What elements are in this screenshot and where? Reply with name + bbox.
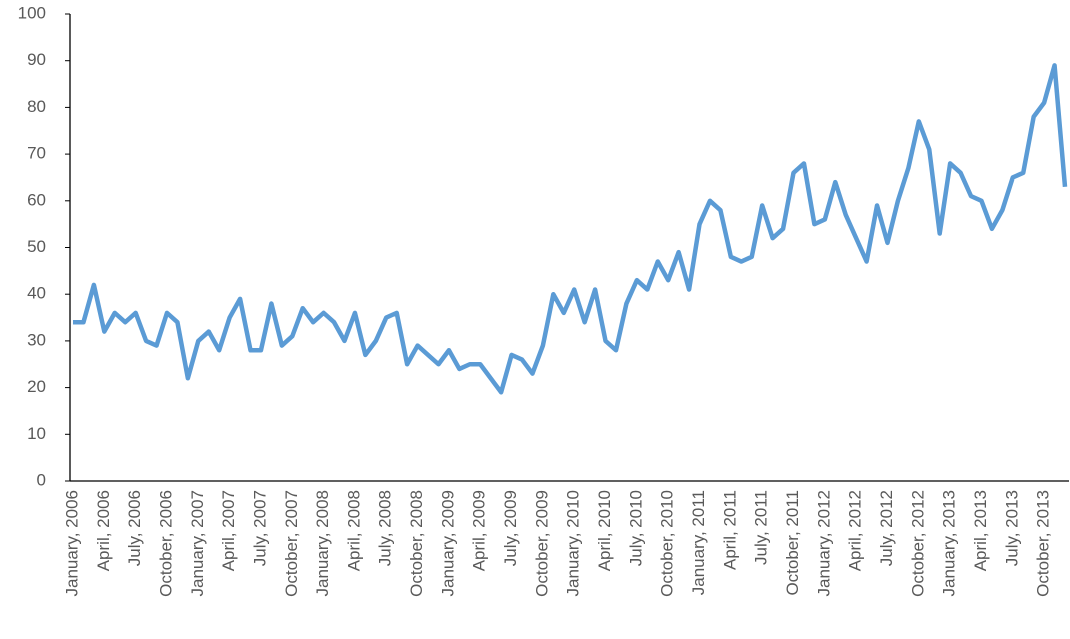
x-tick-label: April, 2012 [846, 490, 865, 571]
x-tick-label: April, 2009 [470, 490, 489, 571]
x-tick-label: July, 2008 [376, 490, 395, 566]
x-tick-label: October, 2007 [282, 490, 301, 597]
y-tick-label: 0 [37, 470, 46, 489]
x-tick-label: January, 2007 [188, 490, 207, 596]
x-tick-label: April, 2010 [595, 490, 614, 571]
x-tick-label: April, 2007 [219, 490, 238, 571]
x-tick-label: January, 2013 [940, 490, 959, 596]
x-tick-label: October, 2009 [532, 490, 551, 597]
x-tick-label: October, 2011 [783, 490, 802, 596]
x-tick-label: October, 2006 [156, 490, 175, 597]
y-tick-label: 80 [27, 97, 46, 116]
x-tick-label: January, 2012 [814, 490, 833, 596]
x-tick-label: October, 2010 [658, 490, 677, 597]
x-tick-label: July, 2010 [626, 490, 645, 566]
y-tick-label: 20 [27, 377, 46, 396]
x-tick-label: January, 2011 [689, 490, 708, 595]
y-tick-label: 40 [27, 284, 46, 303]
x-tick-label: October, 2013 [1034, 490, 1053, 597]
x-tick-label: October, 2012 [908, 490, 927, 597]
x-tick-label: January, 2010 [564, 490, 583, 596]
x-tick-label: July, 2006 [125, 490, 144, 566]
x-tick-label: January, 2006 [62, 490, 81, 596]
x-tick-label: April, 2008 [344, 490, 363, 571]
data-line [73, 63, 1068, 395]
y-tick-label: 100 [18, 3, 46, 22]
y-tick-label: 90 [27, 50, 46, 69]
x-tick-label: July, 2007 [250, 490, 269, 566]
y-tick-label: 10 [27, 424, 46, 443]
y-tick-label: 70 [27, 144, 46, 163]
y-tick-label: 50 [27, 237, 46, 256]
x-tick-label: October, 2008 [407, 490, 426, 597]
x-tick-label: July, 2012 [877, 490, 896, 566]
x-tick-label: July, 2009 [501, 490, 520, 566]
y-tick-label: 30 [27, 330, 46, 349]
x-tick-label: April, 2006 [94, 490, 113, 571]
x-tick-label: April, 2011 [720, 490, 739, 570]
x-tick-label: April, 2013 [971, 490, 990, 571]
x-tick-label: July, 2011 [752, 490, 771, 565]
x-tick-label: July, 2013 [1002, 490, 1021, 566]
y-tick-label: 60 [27, 190, 46, 209]
x-tick-label: January, 2008 [313, 490, 332, 596]
x-tick-label: January, 2009 [438, 490, 457, 596]
